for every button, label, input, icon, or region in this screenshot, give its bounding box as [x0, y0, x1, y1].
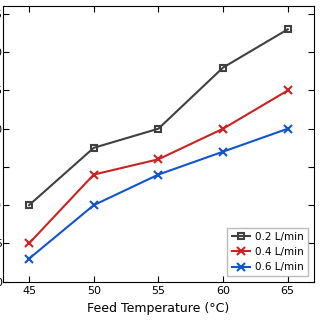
Line: 0.6 L/min: 0.6 L/min	[25, 124, 292, 263]
Line: 0.2 L/min: 0.2 L/min	[26, 26, 291, 209]
Legend: 0.2 L/min, 0.4 L/min, 0.6 L/min: 0.2 L/min, 0.4 L/min, 0.6 L/min	[227, 228, 308, 276]
0.6 L/min	[156, 173, 160, 177]
0.6 L/min	[92, 203, 96, 207]
0.4 L/min	[286, 89, 290, 92]
0.4 L/min	[92, 173, 96, 177]
0.2 L/min	[27, 203, 31, 207]
0.4 L/min	[156, 157, 160, 161]
0.2 L/min	[221, 66, 225, 69]
0.6 L/min	[286, 127, 290, 131]
X-axis label: Feed Temperature (°C): Feed Temperature (°C)	[87, 302, 229, 315]
0.2 L/min	[286, 28, 290, 31]
0.4 L/min	[221, 127, 225, 131]
0.4 L/min	[27, 242, 31, 245]
0.6 L/min	[221, 150, 225, 154]
0.2 L/min	[156, 127, 160, 131]
0.2 L/min	[92, 146, 96, 150]
0.6 L/min	[27, 257, 31, 260]
Line: 0.4 L/min: 0.4 L/min	[25, 86, 292, 248]
